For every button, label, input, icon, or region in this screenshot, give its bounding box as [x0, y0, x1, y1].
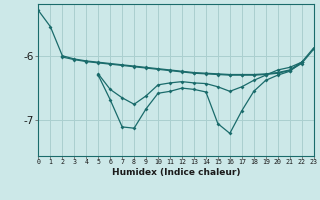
X-axis label: Humidex (Indice chaleur): Humidex (Indice chaleur)	[112, 168, 240, 177]
